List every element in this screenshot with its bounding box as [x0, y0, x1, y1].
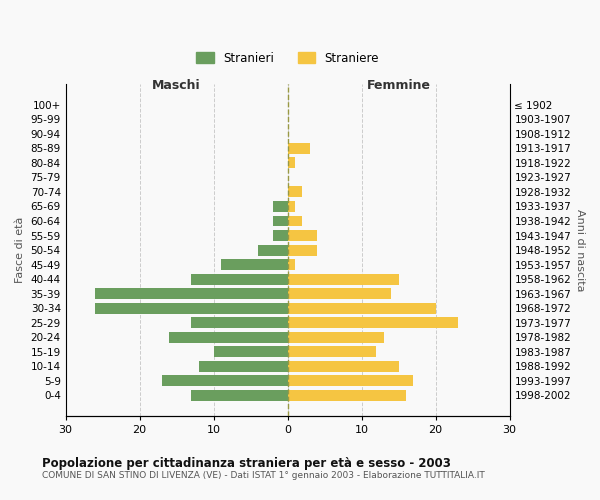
Bar: [191, 274, 287, 284]
Bar: [287, 318, 458, 328]
Bar: [214, 346, 287, 358]
Bar: [287, 158, 295, 168]
Bar: [169, 332, 287, 342]
Bar: [287, 361, 398, 372]
Bar: [287, 303, 436, 314]
Bar: [287, 376, 413, 386]
Text: Maschi: Maschi: [152, 78, 201, 92]
Bar: [273, 201, 287, 212]
Bar: [287, 230, 317, 241]
Bar: [95, 303, 287, 314]
Bar: [273, 216, 287, 226]
Bar: [199, 361, 287, 372]
Bar: [287, 201, 295, 212]
Text: Popolazione per cittadinanza straniera per età e sesso - 2003: Popolazione per cittadinanza straniera p…: [42, 458, 451, 470]
Bar: [191, 318, 287, 328]
Bar: [287, 274, 398, 284]
Bar: [221, 259, 287, 270]
Text: Femmine: Femmine: [367, 78, 431, 92]
Bar: [287, 216, 302, 226]
Bar: [95, 288, 287, 299]
Bar: [287, 186, 302, 198]
Bar: [287, 390, 406, 401]
Bar: [287, 143, 310, 154]
Y-axis label: Anni di nascita: Anni di nascita: [575, 209, 585, 292]
Bar: [287, 288, 391, 299]
Bar: [287, 346, 376, 358]
Bar: [287, 332, 384, 342]
Bar: [273, 230, 287, 241]
Bar: [258, 244, 287, 256]
Text: COMUNE DI SAN STINO DI LIVENZA (VE) - Dati ISTAT 1° gennaio 2003 - Elaborazione : COMUNE DI SAN STINO DI LIVENZA (VE) - Da…: [42, 472, 485, 480]
Y-axis label: Fasce di età: Fasce di età: [15, 217, 25, 283]
Bar: [287, 244, 317, 256]
Bar: [162, 376, 287, 386]
Bar: [191, 390, 287, 401]
Bar: [287, 259, 295, 270]
Legend: Stranieri, Straniere: Stranieri, Straniere: [191, 47, 384, 70]
